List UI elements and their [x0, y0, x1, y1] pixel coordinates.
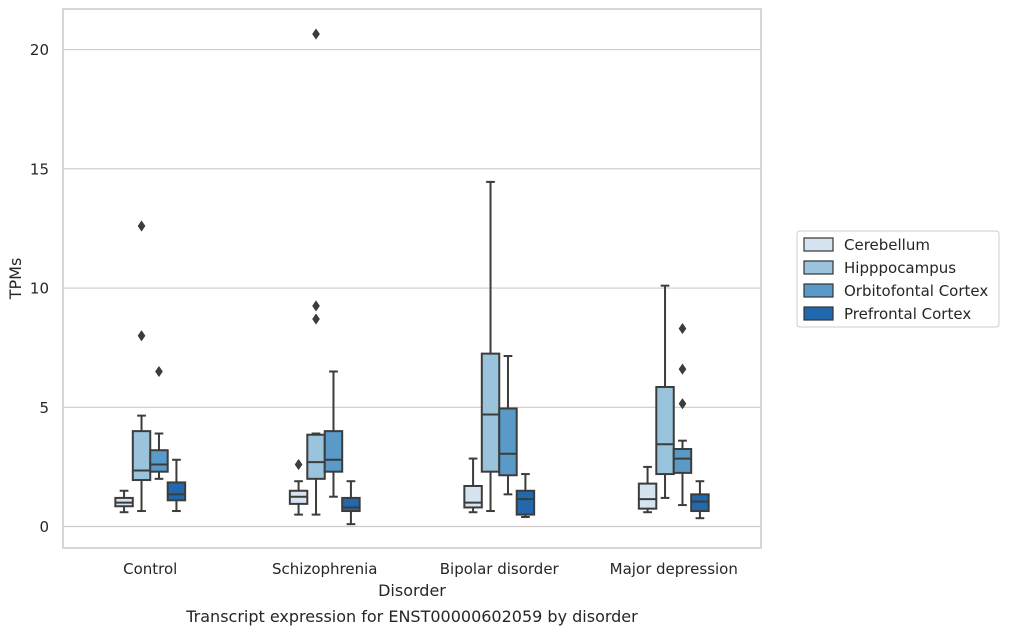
- y-tick-label: 20: [30, 41, 49, 59]
- outlier-point: [678, 363, 687, 375]
- legend-swatch: [803, 283, 834, 298]
- box-item: [515, 473, 536, 518]
- legend-label: Prefrontal Cortex: [844, 305, 971, 323]
- box-item: [166, 458, 187, 513]
- box-body: [341, 496, 361, 513]
- box-groups: [114, 28, 710, 526]
- outlier-point: [294, 458, 303, 471]
- chart-title: Transcript expression for ENST0000060205…: [185, 607, 638, 626]
- legend-label: Cerebellum: [844, 236, 930, 254]
- outlier-point: [155, 365, 163, 378]
- box-item: [149, 365, 169, 480]
- outlier-point: [137, 220, 146, 232]
- box-item: [114, 489, 134, 514]
- box-body: [166, 481, 187, 502]
- box-item: [323, 370, 344, 498]
- box-item: [306, 28, 326, 516]
- x-tick-label: Schizophrenia: [272, 560, 377, 578]
- box-body: [515, 489, 536, 516]
- x-tick-labels: Control Schizophrenia Bipolar disorder Majo…: [123, 560, 738, 578]
- legend-item: Prefrontal Cortex: [803, 305, 971, 323]
- legend-label: Hipppocampus: [844, 259, 956, 277]
- y-tick-label: 10: [30, 280, 49, 298]
- y-tick-labels: 0 5 10 15 20: [30, 41, 49, 536]
- box-item: [131, 220, 152, 513]
- box-item: [480, 180, 501, 513]
- outlier-point: [678, 322, 687, 335]
- plot-frame: [62, 8, 762, 549]
- box-item: [637, 465, 658, 514]
- grid-lines: [63, 48, 761, 528]
- box-body: [131, 430, 152, 482]
- series-group: [166, 458, 710, 526]
- box-item: [463, 457, 483, 514]
- box-body: [306, 433, 326, 480]
- legend-item: Hipppocampus: [803, 259, 956, 277]
- legend-swatch: [803, 237, 834, 252]
- legend-swatch: [803, 260, 834, 275]
- outlier-point: [312, 28, 320, 40]
- legend: Cerebellum Hipppocampus Orbitofontal Corte…: [796, 230, 1000, 328]
- y-tick-label: 15: [30, 160, 49, 178]
- series-group: [149, 322, 693, 507]
- box-item: [341, 480, 361, 526]
- x-axis-label: Disorder: [378, 581, 446, 600]
- box-body: [498, 407, 518, 477]
- box-body: [480, 352, 501, 473]
- x-tick-label: Control: [123, 560, 177, 578]
- legend-swatch: [803, 306, 834, 321]
- box-body: [463, 484, 483, 509]
- outlier-point: [312, 313, 320, 325]
- legend-frame: [796, 230, 1000, 328]
- legend-item: Cerebellum: [803, 236, 930, 254]
- box-body: [637, 482, 658, 510]
- box-body: [323, 430, 344, 473]
- series-group: [114, 457, 658, 516]
- box-body: [149, 449, 169, 473]
- box-item: [655, 284, 675, 499]
- x-tick-label: Bipolar disorder: [440, 560, 560, 578]
- box-item: [498, 355, 518, 496]
- outlier-point: [137, 330, 146, 342]
- box-body: [672, 448, 693, 474]
- outlier-point: [678, 398, 687, 410]
- box-body: [655, 386, 675, 476]
- box-item: [690, 480, 710, 520]
- y-tick-label: 5: [39, 399, 49, 417]
- y-axis-label: TPMs: [6, 258, 25, 301]
- y-tick-label: 0: [39, 518, 49, 536]
- legend-item: Orbitofontal Cortex: [803, 282, 988, 300]
- series-group: [131, 28, 675, 516]
- box-item: [288, 458, 309, 516]
- box-item: [672, 322, 693, 507]
- legend-label: Orbitofontal Cortex: [844, 282, 988, 300]
- x-tick-label: Major depression: [610, 560, 738, 578]
- box-body: [690, 493, 710, 513]
- outlier-point: [312, 300, 320, 312]
